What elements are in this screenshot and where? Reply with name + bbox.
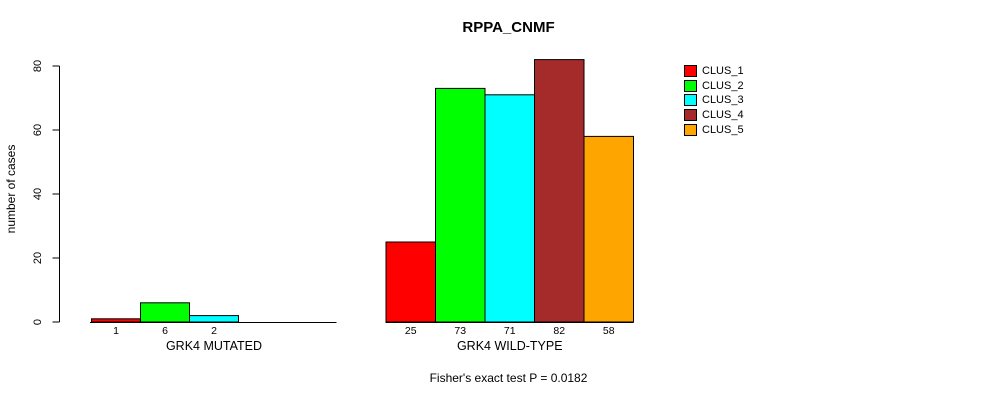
y-tick-label: 20 bbox=[32, 252, 44, 264]
legend-swatch bbox=[684, 123, 697, 136]
legend-label: CLUS_5 bbox=[702, 123, 744, 136]
legend-label: CLUS_3 bbox=[702, 94, 744, 107]
y-tick-label: 40 bbox=[32, 188, 44, 200]
bar-value-label: 1 bbox=[113, 325, 119, 337]
chart-title: RPPA_CNMF bbox=[462, 19, 555, 36]
legend-item-clus_2: CLUS_2 bbox=[684, 79, 744, 94]
bar-clus_5 bbox=[583, 135, 634, 323]
bar-clus_1 bbox=[91, 318, 141, 323]
legend-label: CLUS_2 bbox=[702, 79, 744, 92]
y-tick-label: 0 bbox=[32, 319, 44, 325]
bar-clus_3 bbox=[189, 315, 239, 323]
y-tick-label: 80 bbox=[32, 60, 44, 72]
legend-label: CLUS_4 bbox=[702, 109, 744, 122]
legend-swatch bbox=[684, 65, 697, 78]
footnote: Fisher's exact test P = 0.0182 bbox=[429, 371, 588, 385]
legend-swatch bbox=[684, 79, 697, 92]
bar-value-label: 6 bbox=[162, 325, 168, 337]
legend-item-clus_1: CLUS_1 bbox=[684, 64, 744, 79]
legend-item-clus_5: CLUS_5 bbox=[684, 122, 744, 137]
legend: CLUS_1 CLUS_2 CLUS_3 CLUS_4 CLUS_5 bbox=[684, 64, 744, 137]
bar-value-label: 25 bbox=[405, 325, 417, 337]
legend-label: CLUS_1 bbox=[702, 65, 744, 78]
y-tick-label: 60 bbox=[32, 124, 44, 136]
legend-swatch bbox=[684, 109, 697, 122]
bar-clus_2 bbox=[435, 87, 486, 323]
bar-clus_2 bbox=[140, 302, 190, 323]
legend-swatch bbox=[684, 94, 697, 107]
bar-value-label: 58 bbox=[603, 325, 615, 337]
bar-value-label: 2 bbox=[211, 325, 217, 337]
legend-item-clus_4: CLUS_4 bbox=[684, 108, 744, 123]
bar-clus_3 bbox=[484, 94, 535, 323]
group-label: GRK4 MUTATED bbox=[166, 339, 262, 353]
bar-clus_4 bbox=[534, 59, 585, 323]
bar-clus_1 bbox=[385, 241, 436, 323]
group-label: GRK4 WILD-TYPE bbox=[457, 339, 563, 353]
bar-value-label: 82 bbox=[553, 325, 565, 337]
bar-value-label: 71 bbox=[504, 325, 516, 337]
legend-item-clus_3: CLUS_3 bbox=[684, 93, 744, 108]
bar-value-label: 73 bbox=[454, 325, 466, 337]
